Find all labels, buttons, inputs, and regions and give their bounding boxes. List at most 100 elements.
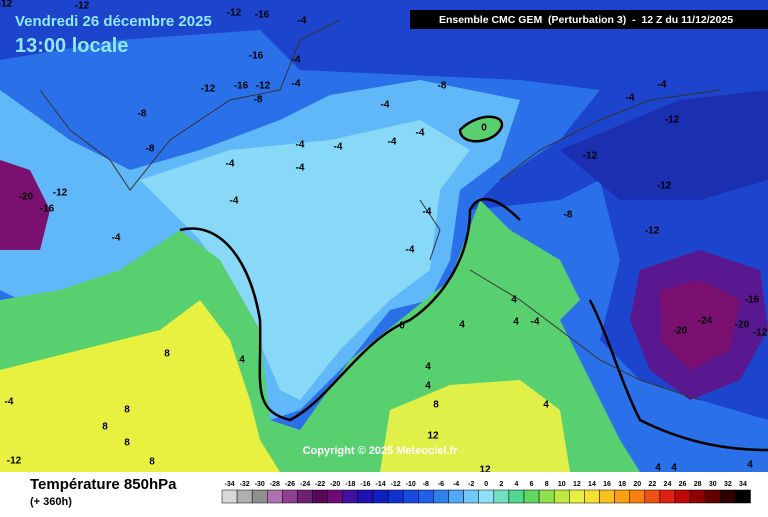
scale-label: -8 [423,481,429,488]
scale-label: -20 [330,481,340,488]
scale-label: -12 [391,481,401,488]
contour-label: -12 [256,81,271,92]
contour-label: -12 [53,188,68,199]
scale-label: -14 [375,481,385,488]
contour-label: 4 [425,381,431,392]
contour-label: 12 [479,465,491,476]
contour-label: 4 [655,463,661,474]
contour-label: 8 [124,405,130,416]
contour-label: -4 [292,79,301,90]
scale-swatch [282,489,298,504]
coastline-europe [419,89,721,401]
contour-label: 8 [102,422,108,433]
contour-label: -12 [665,115,680,126]
contour-label: -16 [249,51,264,62]
contour-label: -4 [388,137,397,148]
contour-label: -12 [645,226,660,237]
contour-label: 8 [164,349,170,360]
scale-swatch [644,489,661,504]
scale-swatch [297,489,313,504]
scale-label: 30 [709,481,717,488]
scale-label: 22 [648,481,656,488]
scale-label: -28 [270,481,280,488]
contour-label: -16 [745,295,760,306]
scale-swatch [433,489,449,504]
scale-label: 6 [530,481,534,488]
contour-label: 4 [459,320,465,331]
contour-label: -12 [753,328,768,339]
contour-label: -4 [381,100,390,111]
scale-swatch [402,489,419,504]
scale-label: 12 [573,481,581,488]
contour-label: 4 [747,460,753,471]
cold-pool-west [0,160,50,250]
contour-label: -8 [438,81,447,92]
contour-label: -4 [230,196,239,207]
scale-label: 10 [558,481,566,488]
scale-swatch [357,489,374,504]
contour-labels: -12 -12 -12 -16 -4 -4 -16 -4 -12 -16 -12 -8 -8 -8 -4 -8… [0,0,768,476]
scale-swatch [251,489,268,504]
scale-label: 34 [739,481,747,488]
contour-label: -4 [112,233,121,244]
contour-label: -20 [673,326,688,337]
contour-label: -20 [19,192,34,203]
scale-label: 2 [499,481,503,488]
scale-label: 14 [588,481,596,488]
contour-label: 0 [481,123,487,134]
scale-swatch [720,489,736,504]
contour-label: -16 [234,81,249,92]
contour-label: -8 [564,210,573,221]
contour-label: -4 [296,163,305,174]
scale-swatch [236,489,253,504]
scale-label: -2 [468,481,474,488]
contour-label: -4 [658,80,667,91]
scale-label: 32 [724,481,732,488]
scale-swatch [523,489,540,504]
zero-isotherm-iceland [458,115,504,143]
scale-label: 20 [633,481,641,488]
scale-swatch [418,489,434,504]
contour-label: -12 [227,8,242,19]
contour-label: -12 [657,181,672,192]
scale-swatch [312,489,328,504]
scale-label: 4 [514,481,518,488]
contour-label: -4 [298,16,307,27]
contour-label: -4 [406,245,415,256]
contour-label: -12 [583,151,598,162]
scale-swatch [508,489,525,504]
contour-label: -4 [416,128,425,139]
scale-swatch [659,489,676,504]
contour-label: 4 [511,295,517,306]
contour-label: 4 [671,463,677,474]
contour-label: -4 [296,140,305,151]
footer-lead: (+ 360h) [30,496,72,508]
yellow-west [0,300,280,472]
contour-label: 0 [399,321,405,332]
contour-label: -4 [626,93,635,104]
scale-label: -24 [300,481,310,488]
contour-label: -16 [255,10,270,21]
scale-swatch [463,489,479,504]
scale-swatch [448,489,464,504]
contour-label: -24 [698,316,713,327]
scale-label: -18 [345,481,355,488]
contour-label: 4 [543,400,549,411]
scale-swatch [342,489,359,504]
scale-label: 18 [618,481,626,488]
contour-label: 12 [427,431,439,442]
contour-label: -12 [7,456,22,467]
scale-label: -34 [224,481,234,488]
scale-label: -6 [438,481,444,488]
scale-swatch [553,489,570,504]
cold-core-east [660,280,740,370]
scale-label: 0 [484,481,488,488]
yellow-south [380,380,570,472]
scale-swatch [221,489,238,504]
scale-swatch [704,489,721,504]
contour-label: -12 [0,0,13,10]
scale-label: -26 [285,481,295,488]
contour-label: -20 [735,320,750,331]
dark-blue-ne [560,90,768,200]
model: Ensemble CMC GEM (Perturbation 3) - 12 Z… [439,14,733,26]
